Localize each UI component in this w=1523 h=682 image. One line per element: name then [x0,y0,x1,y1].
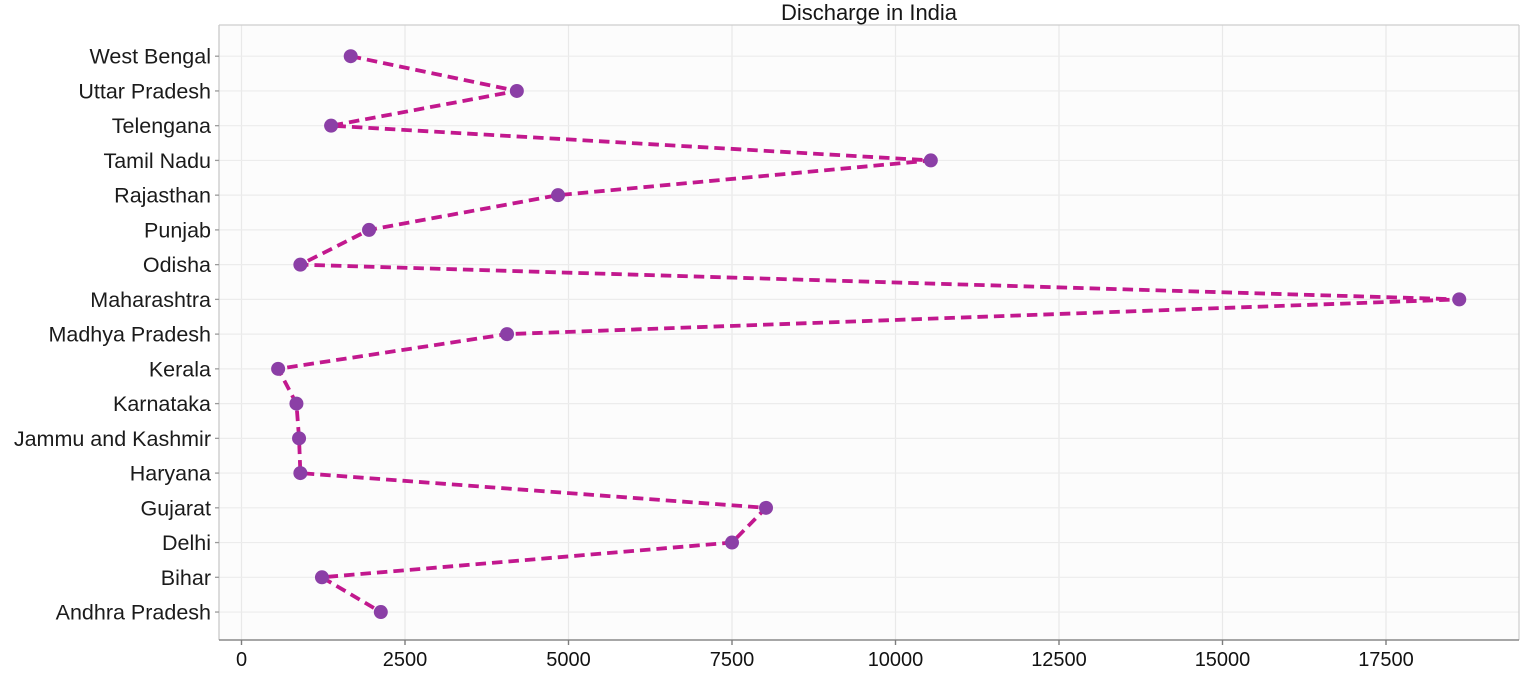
y-axis-label: Telengana [112,114,211,138]
y-axis-label: Punjab [144,218,211,242]
plot-background [219,25,1519,640]
data-point [551,188,566,203]
data-point [314,570,329,585]
data-point [293,257,308,272]
data-point [373,605,388,620]
data-point [509,83,524,98]
data-point [289,396,304,411]
y-axis-label: Tamil Nadu [103,149,211,173]
data-point [293,466,308,481]
x-tick-label: 10000 [868,649,924,671]
x-tick-label: 2500 [383,649,428,671]
data-point [343,49,358,64]
y-axis-label: Odisha [143,253,211,277]
y-axis-label: Karnataka [113,392,211,416]
y-axis-label: Kerala [149,357,211,381]
data-point [362,222,377,237]
chart-title: Discharge in India [781,0,958,25]
data-point [292,431,307,446]
x-tick-label: 15000 [1195,649,1251,671]
data-point [500,327,515,342]
y-axis-label: Andhra Pradesh [56,601,211,625]
y-axis-label: Uttar Pradesh [78,79,211,103]
x-tick-label: 12500 [1031,649,1087,671]
x-tick-label: 5000 [546,649,591,671]
y-axis-label: Haryana [130,462,211,486]
data-point [923,153,938,168]
y-axis-label: Gujarat [140,496,211,520]
plot-area: 0 2500 5000 7500 10000 12500 15000 17500 West Be… [14,24,1520,671]
data-point [759,500,774,515]
x-tick-label: 0 [236,649,247,671]
data-point [1452,292,1467,307]
x-tick-label: 17500 [1358,649,1414,671]
y-axis-label: West Bengal [89,45,211,69]
y-axis-label: Bihar [161,566,211,590]
data-point [271,361,286,376]
data-point [725,535,739,550]
y-axis-label: Madhya Pradesh [48,323,211,347]
data-point [324,118,339,133]
y-axis-label: Delhi [162,531,211,555]
y-axis-label: Jammu and Kashmir [14,427,211,451]
y-axis-label: Maharashtra [90,288,211,312]
x-tick-label: 7500 [710,649,755,671]
y-axis-label: Rajasthan [114,184,211,208]
